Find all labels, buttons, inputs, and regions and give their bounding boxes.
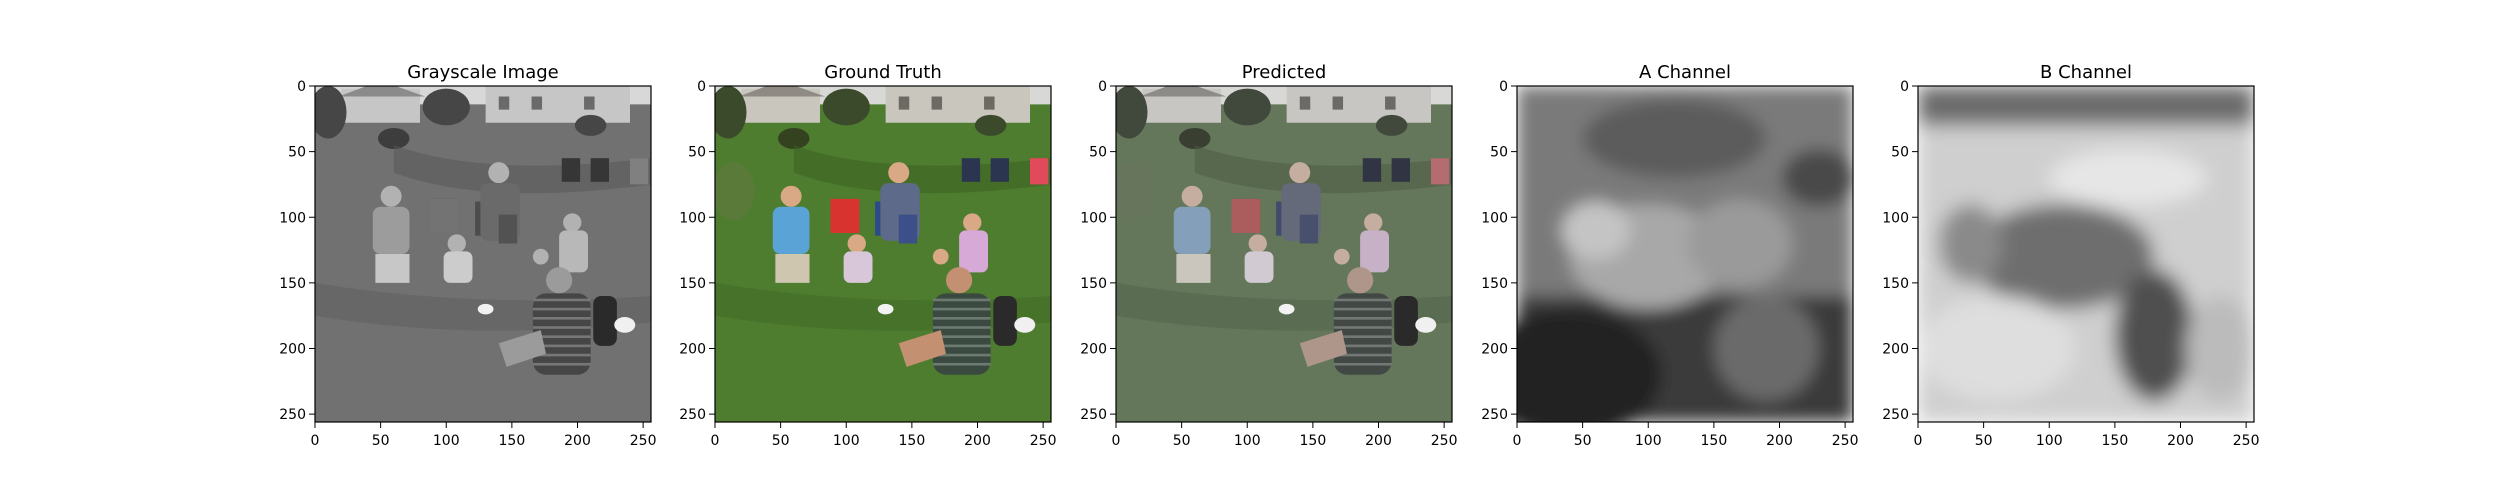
x-tick-label-grayscale-50: 50	[372, 433, 390, 449]
y-tick-label-b-channel-0: 0	[1900, 79, 1909, 95]
x-tick-label-predicted-0: 0	[1112, 433, 1121, 449]
x-tick-label-a-channel-50: 50	[1574, 433, 1592, 449]
x-tick-label-b-channel-100: 100	[2036, 433, 2063, 449]
y-tick-label-a-channel-100: 100	[1481, 210, 1508, 226]
x-tick-label-ground-truth-0: 0	[711, 433, 720, 449]
x-tick-label-predicted-150: 150	[1300, 433, 1327, 449]
x-tick-label-a-channel-0: 0	[1513, 433, 1522, 449]
y-tick-label-a-channel-0: 0	[1499, 79, 1508, 95]
panel-image-predicted	[1116, 86, 1452, 422]
y-tick-label-ground-truth-100: 100	[679, 210, 706, 226]
x-tick-label-a-channel-200: 200	[1766, 433, 1793, 449]
x-tick-label-b-channel-200: 200	[2167, 433, 2194, 449]
y-tick-label-predicted-100: 100	[1080, 210, 1107, 226]
x-tick-label-grayscale-200: 200	[564, 433, 591, 449]
x-tick-label-grayscale-150: 150	[499, 433, 526, 449]
y-tick-label-predicted-250: 250	[1080, 407, 1107, 423]
y-tick-label-grayscale-200: 200	[279, 342, 306, 358]
x-tick-label-grayscale-100: 100	[433, 433, 460, 449]
x-tick-label-predicted-250: 250	[1431, 433, 1458, 449]
y-tick-label-b-channel-50: 50	[1891, 145, 1909, 161]
panel-frame-b-channel	[1917, 85, 2255, 423]
y-tick-label-ground-truth-150: 150	[679, 276, 706, 292]
y-tick-label-a-channel-250: 250	[1481, 407, 1508, 423]
y-tick-label-a-channel-50: 50	[1490, 145, 1508, 161]
panel-image-grayscale	[315, 86, 651, 422]
panel-frame-predicted	[1115, 85, 1453, 423]
panel-frame-ground-truth	[714, 85, 1052, 423]
x-tick-label-ground-truth-200: 200	[964, 433, 991, 449]
x-tick-label-b-channel-250: 250	[2233, 433, 2260, 449]
panel-image-a-channel	[1517, 86, 1853, 422]
x-tick-label-predicted-200: 200	[1365, 433, 1392, 449]
y-tick-label-grayscale-100: 100	[279, 210, 306, 226]
y-tick-label-ground-truth-250: 250	[679, 407, 706, 423]
panel-title-b-channel: B Channel	[2040, 62, 2132, 83]
y-tick-label-ground-truth-200: 200	[679, 342, 706, 358]
panel-ground-truth: Ground Truth 0 50 100 150 200 250 0 50 100 150 200 2…	[679, 62, 1056, 449]
y-tick-label-b-channel-250: 250	[1882, 407, 1909, 423]
x-tick-label-a-channel-100: 100	[1635, 433, 1662, 449]
y-tick-label-ground-truth-0: 0	[697, 79, 706, 95]
y-tick-label-predicted-50: 50	[1089, 145, 1107, 161]
x-tick-label-ground-truth-100: 100	[833, 433, 860, 449]
panel-a-channel: A Channel 0 50 100 150 200 250 0 50 100 150 200 250	[1481, 62, 1859, 449]
y-tick-label-b-channel-150: 150	[1882, 276, 1909, 292]
y-tick-label-b-channel-100: 100	[1882, 210, 1909, 226]
panels-layer: Grayscale Image 0 50 100 150 200 250 0 50 100 150 2…	[279, 62, 2259, 449]
y-tick-label-predicted-150: 150	[1080, 276, 1107, 292]
y-tick-label-b-channel-200: 200	[1882, 342, 1909, 358]
panel-title-ground-truth: Ground Truth	[824, 62, 942, 83]
y-tick-label-a-channel-150: 150	[1481, 276, 1508, 292]
panel-title-a-channel: A Channel	[1639, 62, 1731, 83]
panel-image-b-channel	[1918, 86, 2254, 422]
y-tick-label-grayscale-150: 150	[279, 276, 306, 292]
x-tick-label-b-channel-0: 0	[1914, 433, 1923, 449]
y-tick-label-a-channel-200: 200	[1481, 342, 1508, 358]
x-tick-label-ground-truth-250: 250	[1030, 433, 1057, 449]
panel-predicted: Predicted 0 50 100 150 200 250 0 50 100 150 200 250	[1080, 62, 1457, 449]
x-tick-label-ground-truth-50: 50	[772, 433, 790, 449]
y-tick-label-grayscale-250: 250	[279, 407, 306, 423]
x-tick-label-grayscale-0: 0	[311, 433, 320, 449]
x-tick-label-b-channel-150: 150	[2102, 433, 2129, 449]
y-tick-label-grayscale-0: 0	[297, 79, 306, 95]
y-tick-label-predicted-200: 200	[1080, 342, 1107, 358]
panel-title-grayscale: Grayscale Image	[407, 62, 559, 83]
y-tick-label-grayscale-50: 50	[288, 145, 306, 161]
panel-image-ground-truth	[715, 86, 1051, 422]
y-tick-label-ground-truth-50: 50	[688, 145, 706, 161]
y-tick-label-predicted-0: 0	[1098, 79, 1107, 95]
panel-grayscale: Grayscale Image 0 50 100 150 200 250 0 50 100 150 2…	[279, 62, 656, 449]
x-tick-label-b-channel-50: 50	[1975, 433, 1993, 449]
x-tick-label-predicted-100: 100	[1234, 433, 1261, 449]
x-tick-label-a-channel-150: 150	[1701, 433, 1728, 449]
x-tick-label-grayscale-250: 250	[630, 433, 657, 449]
panel-title-predicted: Predicted	[1242, 62, 1327, 83]
panel-frame-a-channel	[1516, 85, 1854, 423]
panel-b-channel: B Channel 0 50 100 150 200 250 0 50 100 150 200 250	[1882, 62, 2259, 449]
x-tick-label-a-channel-250: 250	[1832, 433, 1859, 449]
x-tick-label-predicted-50: 50	[1173, 433, 1191, 449]
panel-frame-grayscale	[314, 85, 652, 423]
x-tick-label-ground-truth-150: 150	[899, 433, 926, 449]
